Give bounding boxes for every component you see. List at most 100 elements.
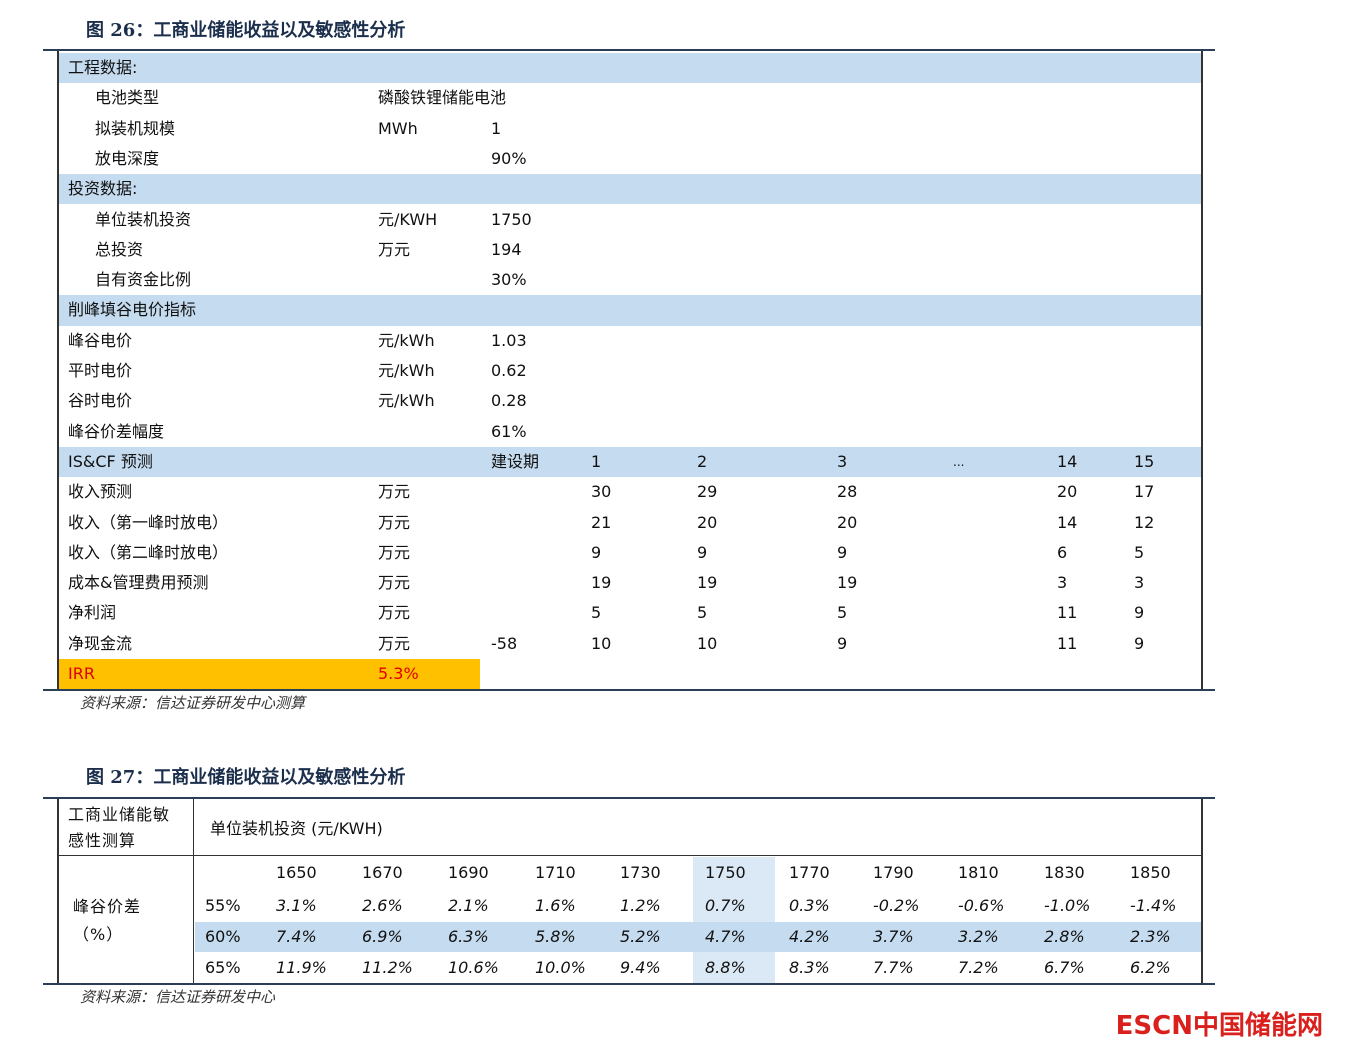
irr-cell: -1.4% — [1130, 896, 1177, 915]
row-value: 17 — [1134, 482, 1155, 502]
row-value: 21 — [591, 512, 612, 532]
row-value: 9 — [697, 542, 708, 562]
irr-cell: 0.7% — [705, 896, 746, 915]
section-band — [59, 295, 1201, 326]
row-value: 19 — [697, 573, 718, 593]
row-value: 90% — [491, 148, 527, 168]
row-value: 1750 — [491, 209, 532, 229]
spread-label: 55% — [205, 896, 241, 915]
spread-label: 60% — [205, 927, 241, 946]
row-label: 谷时电价 — [68, 391, 133, 411]
irr-cell: 6.2% — [1130, 958, 1171, 977]
row-unit: 元/kWh — [378, 330, 435, 350]
irr-cell: -0.6% — [958, 896, 1005, 915]
row-unit: MWh — [378, 118, 418, 138]
corner-label: 工商业储能敏感性测算 — [68, 805, 171, 850]
row-unit: 万元 — [378, 482, 411, 502]
rule — [43, 797, 1215, 799]
row-label: 电池类型 — [95, 88, 160, 108]
row-label: 净利润 — [68, 603, 117, 623]
row-unit: 万元 — [378, 603, 411, 623]
row-value: 29 — [697, 482, 718, 502]
column-header: 3 — [837, 451, 848, 471]
rule — [43, 49, 1215, 51]
row-label: 净现金流 — [68, 633, 133, 653]
section-heading: 工程数据: — [68, 58, 138, 77]
irr-cell: 7.7% — [873, 958, 914, 977]
row-unit: 磷酸铁锂储能电池 — [378, 88, 507, 108]
section-band — [59, 53, 1201, 84]
row-unit: 元/KWH — [378, 209, 438, 229]
irr-cell: 5.8% — [535, 927, 576, 946]
irr-cell: 10.6% — [448, 958, 499, 977]
section-heading: IS&CF 预测 — [68, 451, 153, 471]
row-label: 总投资 — [95, 239, 144, 259]
irr-cell: 5.2% — [620, 927, 661, 946]
rule — [43, 983, 1215, 985]
row-unit: 万元 — [378, 573, 411, 593]
row-value: 12 — [1134, 512, 1155, 532]
row-unit: 万元 — [378, 542, 411, 562]
highlight-column — [693, 857, 775, 983]
irr-cell: 8.8% — [705, 958, 746, 977]
column-header: 建设期 — [491, 451, 540, 471]
row-value: 5 — [837, 603, 848, 623]
column-header: 15 — [1134, 451, 1155, 471]
row-value: 30% — [491, 270, 527, 290]
price-header: 1790 — [873, 863, 914, 882]
irr-cell: 1.6% — [535, 896, 576, 915]
source-note: 资料来源：信达证券研发中心 — [80, 988, 276, 1006]
row-value: 6 — [1057, 542, 1068, 562]
column-header: 2 — [697, 451, 708, 471]
price-header: 1730 — [620, 863, 661, 882]
irr-cell: 8.3% — [789, 958, 830, 977]
irr-cell: 2.8% — [1044, 927, 1085, 946]
row-label: 收入（第一峰时放电） — [68, 512, 229, 532]
row-value: 5 — [1134, 542, 1145, 562]
price-header: 1750 — [705, 863, 746, 882]
row-value: 9 — [591, 542, 602, 562]
irr-cell: 2.3% — [1130, 927, 1171, 946]
figure-title: 图 26：工商业储能收益以及敏感性分析 — [86, 20, 406, 41]
irr-cell: 6.3% — [448, 927, 489, 946]
section-band — [59, 174, 1201, 205]
column-group-header: 单位装机投资 (元/KWH) — [210, 819, 383, 838]
cell-divider — [193, 799, 194, 983]
irr-cell: 11.2% — [362, 958, 413, 977]
section-heading: 削峰填谷电价指标 — [68, 300, 197, 320]
row-value: 9 — [1134, 603, 1145, 623]
row-unit: 元/kWh — [378, 361, 435, 380]
row-value: 19 — [837, 573, 858, 593]
section-band — [59, 446, 1201, 478]
irr-cell: 0.3% — [789, 896, 830, 915]
irr-cell: 11.9% — [276, 958, 327, 977]
table-border — [57, 799, 1203, 983]
row-value: 0.28 — [491, 391, 527, 411]
irr-band — [59, 659, 480, 690]
irr-cell: 6.9% — [362, 927, 403, 946]
row-value: 3 — [1134, 573, 1145, 593]
price-header: 1770 — [789, 863, 830, 882]
irr-cell: 4.2% — [789, 927, 830, 946]
row-label: 放电深度 — [95, 148, 160, 168]
row-value: -58 — [491, 633, 518, 653]
row-value: 9 — [1134, 633, 1145, 653]
cell-divider — [57, 855, 1203, 856]
row-label: 成本&管理费用预测 — [68, 573, 209, 593]
row-value: 194 — [491, 239, 522, 259]
irr-cell: 1.2% — [620, 896, 661, 915]
irr-cell: 7.4% — [276, 927, 317, 946]
irr-cell: 3.1% — [276, 896, 317, 915]
row-value: 20 — [837, 512, 858, 532]
row-label: 单位装机投资 — [95, 209, 192, 229]
spread-label: 65% — [205, 958, 241, 977]
section-heading: 投资数据: — [68, 179, 138, 199]
source-note: 资料来源：信达证券研发中心测算 — [80, 694, 306, 712]
price-header: 1830 — [1044, 863, 1085, 882]
price-header: 1810 — [958, 863, 999, 882]
row-label: 拟装机规模 — [95, 118, 176, 138]
row-label: 自有资金比例 — [95, 270, 192, 290]
row-value: 20 — [1057, 482, 1078, 502]
row-label: 峰谷电价 — [68, 330, 133, 350]
price-header: 1850 — [1130, 863, 1171, 882]
